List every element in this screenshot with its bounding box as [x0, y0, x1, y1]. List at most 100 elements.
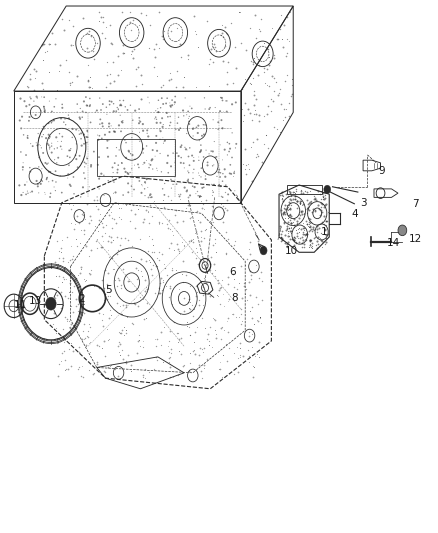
Point — [266, 56, 273, 65]
Point — [79, 211, 86, 220]
Point — [156, 44, 163, 52]
Point — [18, 124, 25, 133]
Point — [256, 314, 263, 322]
Point — [100, 309, 107, 318]
Point — [308, 239, 315, 247]
Point — [180, 83, 187, 91]
Point — [219, 218, 226, 227]
Point — [141, 365, 148, 374]
Point — [46, 97, 53, 106]
Point — [149, 165, 156, 173]
Point — [153, 115, 160, 124]
Point — [141, 178, 148, 187]
Point — [253, 34, 260, 42]
Point — [251, 91, 258, 100]
Point — [119, 8, 126, 17]
Point — [135, 163, 142, 172]
Point — [205, 150, 212, 158]
Point — [80, 326, 87, 335]
Point — [167, 175, 174, 184]
Point — [200, 120, 207, 129]
Point — [231, 187, 238, 195]
Point — [143, 175, 150, 183]
Point — [231, 241, 238, 249]
Point — [248, 79, 255, 88]
Point — [293, 229, 300, 237]
Point — [109, 173, 116, 182]
Point — [74, 108, 81, 116]
Point — [57, 61, 64, 69]
Point — [114, 372, 121, 380]
Point — [156, 220, 163, 228]
Text: 6: 6 — [229, 267, 235, 277]
Point — [289, 235, 296, 243]
Point — [150, 365, 157, 373]
Point — [72, 235, 79, 243]
Point — [66, 79, 73, 87]
Point — [69, 200, 76, 209]
Point — [66, 288, 73, 296]
Point — [92, 202, 99, 211]
Point — [68, 288, 75, 297]
Point — [180, 294, 187, 302]
Point — [83, 29, 90, 37]
Point — [144, 174, 151, 183]
Point — [247, 249, 254, 258]
Point — [118, 204, 125, 213]
Point — [100, 18, 107, 26]
Point — [50, 309, 57, 318]
Point — [192, 29, 199, 38]
Point — [210, 116, 217, 124]
Point — [159, 114, 166, 123]
Point — [161, 179, 168, 188]
Point — [310, 205, 317, 213]
Point — [65, 111, 72, 119]
Point — [165, 358, 172, 367]
Point — [117, 284, 124, 292]
Point — [284, 223, 291, 232]
Point — [253, 350, 260, 359]
Point — [85, 319, 92, 328]
Point — [28, 94, 35, 103]
Point — [209, 218, 216, 227]
Point — [66, 279, 73, 287]
Point — [261, 111, 268, 120]
Point — [25, 83, 32, 91]
Point — [287, 216, 294, 224]
Point — [283, 204, 290, 213]
Point — [220, 351, 227, 359]
Point — [286, 224, 293, 232]
Point — [212, 334, 219, 342]
Point — [196, 361, 203, 369]
Point — [322, 233, 329, 242]
Point — [181, 306, 188, 315]
Point — [120, 41, 127, 49]
Point — [277, 222, 284, 230]
Point — [33, 176, 40, 185]
Point — [177, 190, 184, 199]
Point — [168, 184, 175, 192]
Point — [143, 256, 150, 265]
Point — [294, 225, 301, 233]
Point — [110, 178, 117, 187]
Point — [230, 79, 237, 87]
Point — [68, 242, 75, 251]
Point — [145, 163, 152, 172]
Point — [236, 350, 243, 359]
Point — [141, 214, 148, 223]
Point — [140, 343, 147, 352]
Point — [52, 187, 59, 195]
Point — [320, 192, 327, 201]
Point — [186, 112, 193, 120]
Point — [67, 320, 74, 328]
Point — [130, 16, 137, 25]
Point — [318, 199, 325, 208]
Point — [87, 266, 94, 274]
Point — [198, 227, 205, 235]
Point — [145, 247, 152, 256]
Point — [230, 370, 237, 379]
Point — [156, 149, 163, 158]
Point — [149, 146, 156, 155]
Point — [189, 238, 196, 246]
Point — [184, 167, 191, 175]
